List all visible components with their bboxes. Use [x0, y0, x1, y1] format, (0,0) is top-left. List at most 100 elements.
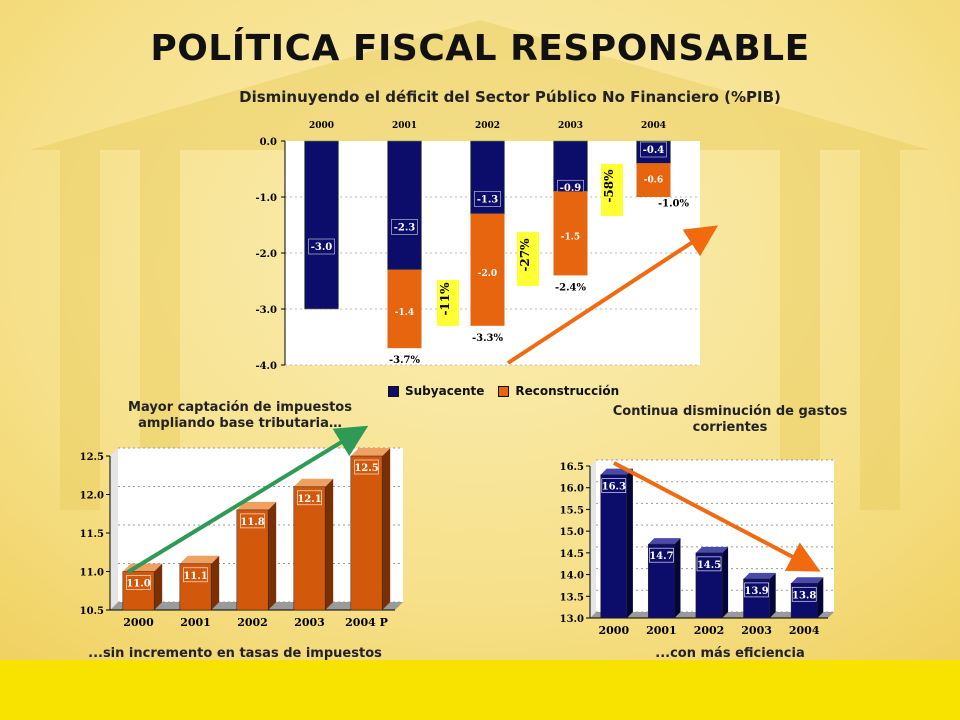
bar-top: [695, 546, 729, 553]
data-label-box: [183, 567, 208, 583]
y-tick-label: 11.0: [80, 568, 104, 579]
y-tick-label: 15.5: [560, 505, 584, 516]
x-tick-label: 2002: [237, 616, 268, 629]
bar-side: [268, 501, 277, 610]
data-label-box: [354, 459, 379, 475]
y-tick-label: 12.0: [80, 491, 104, 502]
bar-label-subyacente: -2.3: [394, 222, 416, 233]
data-label: 13.8: [792, 590, 816, 601]
x-tick-label: 2001: [392, 121, 417, 131]
bar-top: [743, 572, 776, 579]
right-chart-title-line1: Continua disminución de gastos: [612, 404, 848, 419]
x-tick-label: 2001: [646, 624, 677, 637]
left-chart-title: Mayor captación de impuestos ampliando b…: [95, 400, 385, 432]
legend-swatch-subyacente: [388, 385, 399, 397]
bar-side: [817, 577, 824, 618]
y-tick-label: -2.0: [255, 249, 277, 260]
data-label: 12.1: [297, 494, 321, 505]
x-tick-label: 2000: [598, 624, 629, 637]
bar-label-box: [308, 238, 335, 255]
trend-arrow: [506, 225, 719, 365]
data-label-box: [744, 582, 769, 598]
x-tick-label: 2000: [309, 121, 334, 131]
change-badge-label: -58%: [602, 169, 616, 203]
bar-label-box: [474, 191, 501, 207]
chart-subtitle: Disminuyendo el déficit del Sector Públi…: [239, 88, 781, 106]
bar: [600, 474, 628, 619]
y-tick-label: -3.0: [255, 305, 277, 316]
data-label: 14.5: [697, 560, 721, 571]
bar-label-reconstruccion: -2.0: [478, 269, 497, 279]
bar-label-box: [640, 141, 667, 158]
left-chart-title-line1: Mayor captación de impuestos: [128, 400, 352, 415]
bar-reconstruccion: [470, 213, 505, 326]
data-label-box: [240, 513, 265, 529]
data-label-box: [297, 490, 322, 506]
page-title: POLÍTICA FISCAL RESPONSABLE: [150, 28, 810, 69]
left-chart-footnote: ...sin incremento en tasas de impuestos: [88, 646, 382, 661]
data-label: 12.5: [354, 463, 378, 474]
data-label: 16.3: [602, 482, 626, 493]
bar-label-subyacente: -3.0: [311, 242, 333, 253]
change-badge-label: -11%: [438, 282, 452, 316]
x-tick-label: 2003: [558, 121, 583, 131]
data-label: 11.8: [240, 517, 264, 528]
bar-top: [179, 555, 220, 564]
bar-top: [648, 538, 681, 545]
y-tick-label: 14.5: [560, 549, 584, 560]
bar-label-reconstruccion: -0.6: [644, 175, 663, 185]
data-label-box: [791, 586, 817, 602]
total-label: -3.3%: [472, 333, 504, 344]
trend-arrow: [613, 461, 821, 572]
trend-arrow: [126, 425, 369, 574]
y-tick-label: 14.0: [560, 571, 584, 582]
side-wall: [110, 448, 118, 610]
bar-top: [791, 577, 824, 584]
bar-reconstruccion: [387, 269, 422, 349]
bar-top: [293, 478, 334, 487]
right-chart-title: Continua disminución de gastos corriente…: [575, 404, 885, 436]
bar-side: [211, 555, 220, 610]
bar-subyacente: [387, 140, 422, 271]
x-tick-label: 2002: [475, 121, 500, 131]
bar-side: [154, 563, 163, 610]
side-wall: [590, 460, 596, 618]
right-chart-footnote: ...con más eficiencia: [655, 646, 805, 661]
bar-reconstruccion: [636, 163, 671, 197]
y-tick-label: 15.0: [560, 527, 584, 538]
x-tick-label: 2004: [641, 121, 666, 131]
change-badge: [601, 164, 623, 216]
y-tick-label: 16.5: [560, 462, 584, 473]
bar-label-subyacente: -1.3: [477, 194, 499, 205]
data-label-box: [696, 556, 722, 572]
data-label-box: [601, 478, 627, 493]
bar-side: [722, 546, 729, 618]
total-label: -1.0%: [658, 199, 690, 210]
legend: Subyacente Reconstrucción: [388, 384, 619, 398]
x-tick-label: 2002: [694, 624, 725, 637]
data-label-box: [649, 547, 674, 563]
right-chart-title-line2: corrientes: [692, 420, 768, 435]
y-tick-label: -4.0: [255, 361, 277, 372]
data-label: 11.1: [183, 571, 207, 582]
data-label-box: [126, 575, 151, 590]
y-tick-label: 10.5: [80, 606, 104, 617]
y-tick-label: 13.0: [560, 614, 584, 625]
x-tick-label: 2000: [123, 616, 154, 629]
data-label: 13.9: [744, 586, 768, 597]
x-tick-label: 2003: [294, 616, 325, 629]
data-label: 11.0: [126, 579, 150, 590]
data-label: 14.7: [649, 551, 673, 562]
footer-band: [0, 660, 960, 720]
bar-label-subyacente: -0.9: [560, 183, 582, 194]
change-badge-label: -27%: [518, 238, 532, 272]
left-chart-title-line2: ampliando base tributaria…: [138, 416, 342, 431]
bar-label-subyacente: -0.4: [643, 145, 665, 156]
y-tick-label: 12.5: [80, 452, 104, 463]
x-tick-label: 2004: [789, 624, 820, 637]
y-tick-label: 11.5: [80, 529, 104, 540]
bar: [350, 455, 383, 611]
